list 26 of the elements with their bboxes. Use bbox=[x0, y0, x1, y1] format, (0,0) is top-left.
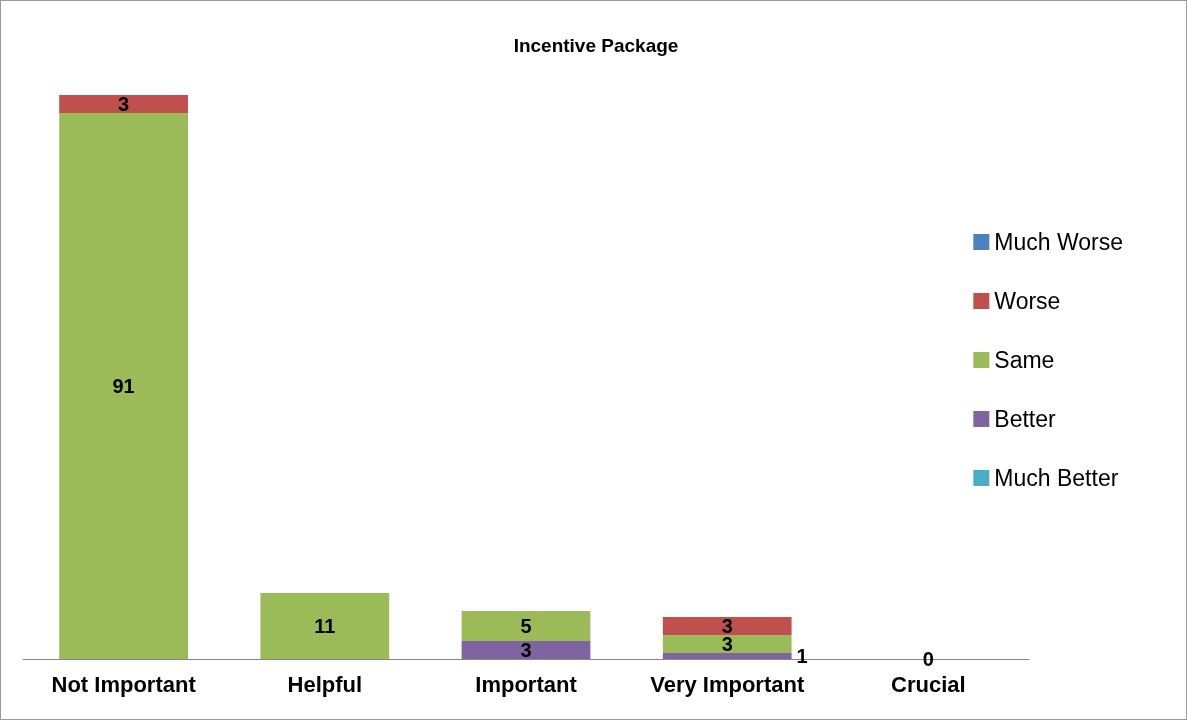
bar bbox=[59, 113, 188, 659]
x-tick-label: Important bbox=[475, 671, 578, 697]
x-tick-label: Very Important bbox=[650, 671, 805, 697]
data-label: 1 bbox=[796, 645, 808, 667]
data-label: 11 bbox=[314, 615, 336, 637]
bar bbox=[461, 611, 591, 641]
x-tick-label: Crucial bbox=[891, 671, 966, 697]
bar bbox=[59, 95, 188, 113]
legend-label: Much Worse bbox=[994, 229, 1123, 255]
bar bbox=[260, 593, 390, 659]
data-label: 91 bbox=[112, 375, 135, 397]
bar bbox=[662, 653, 792, 659]
bar bbox=[461, 641, 591, 659]
x-tick-label: Not Important bbox=[51, 671, 197, 697]
data-label: 3 bbox=[520, 639, 532, 661]
x-tick-label: Helpful bbox=[287, 671, 363, 697]
bar bbox=[662, 617, 792, 635]
legend-label: Same bbox=[994, 347, 1055, 373]
data-label: 3 bbox=[118, 93, 130, 115]
legend-label: Better bbox=[994, 406, 1057, 432]
legend-label: Worse bbox=[994, 288, 1061, 314]
legend-label: Much Better bbox=[994, 465, 1119, 491]
chart-title: Incentive Package bbox=[513, 35, 679, 56]
data-label: 5 bbox=[520, 615, 532, 637]
bar bbox=[662, 635, 792, 653]
data-label: 0 bbox=[922, 648, 934, 670]
